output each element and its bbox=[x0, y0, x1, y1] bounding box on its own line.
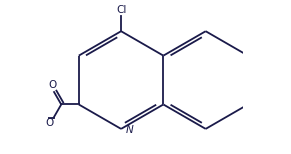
Text: O: O bbox=[49, 80, 57, 90]
Text: Cl: Cl bbox=[116, 5, 126, 15]
Text: N: N bbox=[126, 125, 133, 135]
Text: O: O bbox=[45, 118, 53, 128]
